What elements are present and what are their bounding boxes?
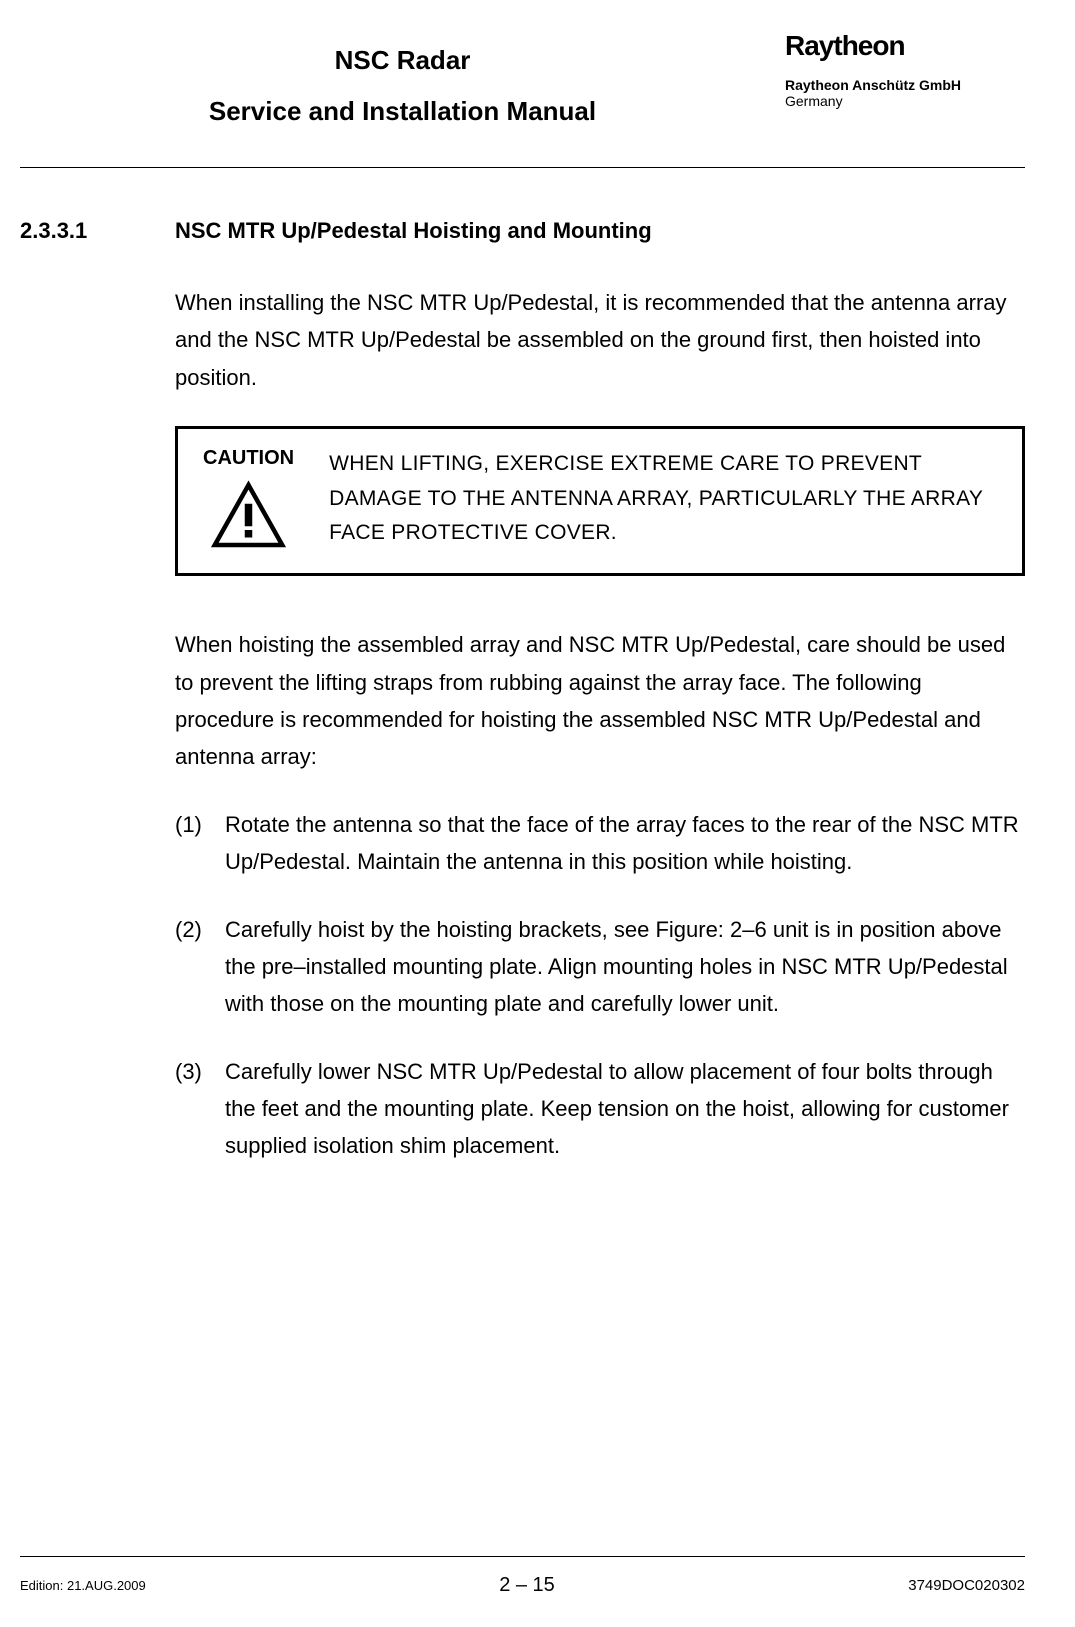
company-logo: Raytheon: [785, 30, 1025, 62]
header-company-block: Raytheon Raytheon Anschütz GmbH Germany: [785, 30, 1025, 109]
document-subtitle: Service and Installation Manual: [20, 96, 785, 127]
caution-left-column: CAUTION: [203, 447, 294, 555]
header-divider: [20, 167, 1025, 168]
step-item: (2) Carefully hoist by the hoisting brac…: [175, 911, 1025, 1023]
page-header: NSC Radar Service and Installation Manua…: [20, 30, 1025, 127]
step-number: (3): [175, 1053, 225, 1165]
section-number: 2.3.3.1: [20, 218, 175, 244]
company-name: Raytheon Anschütz GmbH: [785, 77, 1025, 93]
footer-doc-id: 3749DOC020302: [908, 1577, 1025, 1594]
step-number: (2): [175, 911, 225, 1023]
caution-label: CAUTION: [203, 447, 294, 470]
intro-paragraph: When installing the NSC MTR Up/Pedestal,…: [175, 284, 1025, 396]
step-text: Rotate the antenna so that the face of t…: [225, 806, 1025, 881]
warning-triangle-icon: [211, 480, 286, 555]
step-text: Carefully lower NSC MTR Up/Pedestal to a…: [225, 1053, 1025, 1165]
step-item: (3) Carefully lower NSC MTR Up/Pedestal …: [175, 1053, 1025, 1165]
section-heading-row: 2.3.3.1 NSC MTR Up/Pedestal Hoisting and…: [20, 218, 1025, 244]
footer-page-number: 2 – 15: [499, 1574, 555, 1597]
document-title: NSC Radar: [20, 45, 785, 76]
page-content: 2.3.3.1 NSC MTR Up/Pedestal Hoisting and…: [20, 218, 1025, 1165]
caution-text: WHEN LIFTING, EXERCISE EXTREME CARE TO P…: [329, 447, 997, 551]
footer-edition: Edition: 21.AUG.2009: [20, 1578, 146, 1593]
section-title: NSC MTR Up/Pedestal Hoisting and Mountin…: [175, 218, 652, 244]
step-number: (1): [175, 806, 225, 881]
header-titles: NSC Radar Service and Installation Manua…: [20, 30, 785, 127]
step-item: (1) Rotate the antenna so that the face …: [175, 806, 1025, 881]
company-country: Germany: [785, 93, 1025, 109]
page-footer: Edition: 21.AUG.2009 2 – 15 3749DOC02030…: [20, 1574, 1025, 1597]
footer-divider: [20, 1556, 1025, 1557]
step-text: Carefully hoist by the hoisting brackets…: [225, 911, 1025, 1023]
caution-box: CAUTION WHEN LIFTING, EXERCISE EXTREME C…: [175, 426, 1025, 576]
procedure-intro-paragraph: When hoisting the assembled array and NS…: [175, 626, 1025, 776]
